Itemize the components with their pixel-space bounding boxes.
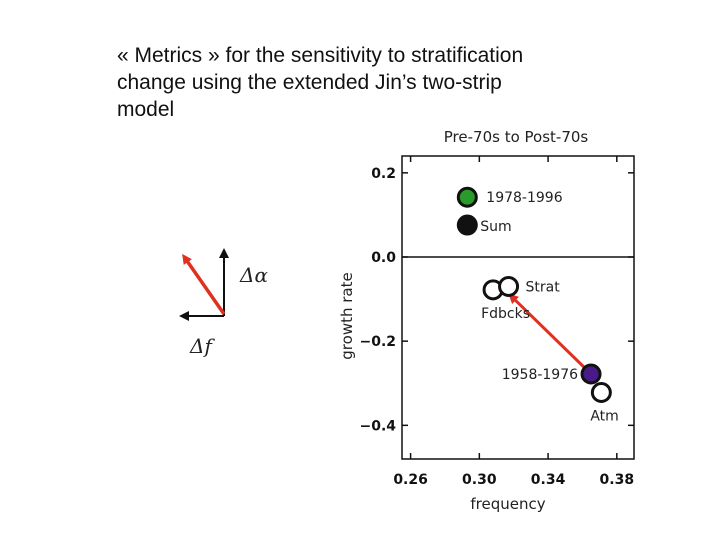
x-tick-label: 0.26	[393, 472, 428, 488]
y-tick-label: 0.2	[371, 166, 396, 182]
point-sum	[456, 214, 478, 236]
point-label-strat: Strat	[526, 279, 561, 295]
plot-frame	[401, 155, 635, 460]
point-1958-1976	[580, 363, 602, 385]
point-1978-1996	[456, 186, 478, 208]
x-tick-label: 0.38	[600, 472, 635, 488]
delta-alpha-label: Δα	[239, 263, 268, 287]
point-atm	[590, 382, 612, 404]
slide-title-line: « Metrics » for the sensitivity to strat…	[117, 44, 524, 67]
point-label-1958-1976: 1958-1976	[502, 367, 578, 383]
x-tick-label: 0.34	[531, 472, 566, 488]
chart-title: Pre-70s to Post-70s	[444, 128, 589, 146]
slide-title-line: model	[117, 98, 175, 121]
point-label-sum: Sum	[480, 219, 511, 235]
y-axis-label: growth rate	[338, 272, 356, 359]
data-points: 1978-1996 Sum Fdbcks Strat 1958-1976 Atm	[456, 186, 619, 425]
alpha-arrow	[182, 253, 226, 316]
point-label-1978-1996: 1978-1996	[486, 190, 562, 206]
legend-arrows: Δα Δf	[179, 248, 268, 358]
point-label-fdbcks: Fdbcks	[481, 306, 530, 322]
point-label-atm: Atm	[590, 409, 618, 425]
y-tick-label: −0.2	[359, 334, 396, 350]
delta-f-label: Δf	[189, 334, 215, 358]
slide-title: « Metrics » for the sensitivity to strat…	[117, 42, 637, 123]
x-tick-label: 0.30	[462, 472, 497, 488]
strat-arrow	[508, 293, 593, 376]
x-axis-label: frequency	[470, 495, 545, 513]
slide-title-line: change using the extended Jin’s two-stri…	[117, 71, 502, 94]
y-tick-label: −0.4	[359, 418, 396, 434]
point-strat	[498, 275, 520, 297]
x-axis: 0.26 0.30 0.34 0.38	[393, 156, 634, 488]
y-tick-label: 0.0	[371, 250, 396, 266]
